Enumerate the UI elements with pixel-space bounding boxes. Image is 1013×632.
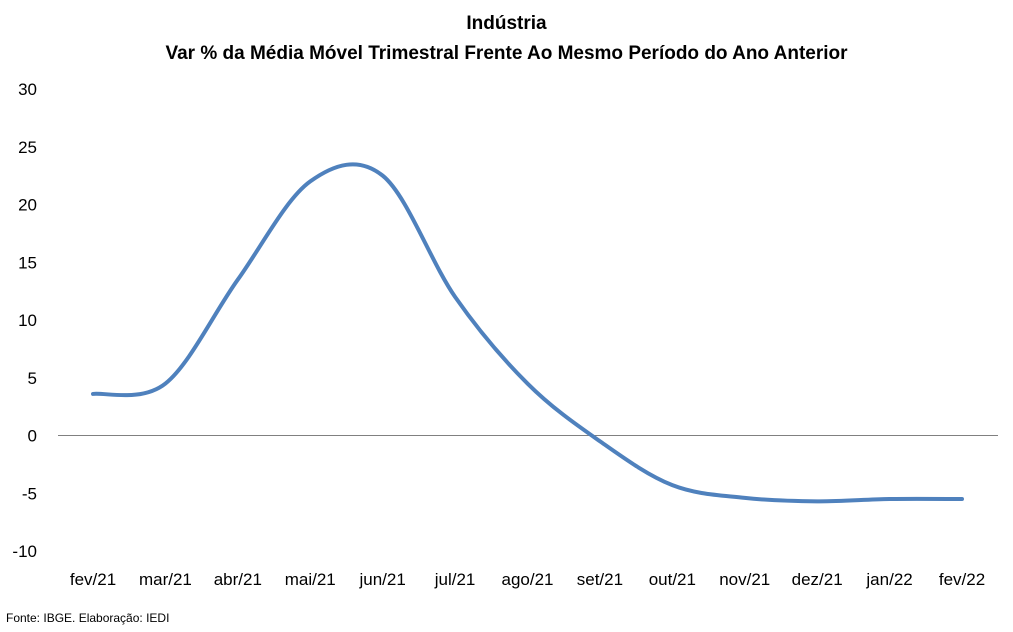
x-tick-label: mar/21 [139, 570, 192, 589]
x-tick-label: mai/21 [285, 570, 336, 589]
y-tick-label: -5 [22, 484, 37, 503]
y-tick-label: 0 [28, 427, 37, 446]
x-tick-label: jul/21 [434, 570, 476, 589]
y-tick-label: -10 [12, 542, 37, 561]
x-tick-label: dez/21 [792, 570, 843, 589]
x-tick-label: set/21 [577, 570, 623, 589]
y-tick-label: 25 [18, 138, 37, 157]
y-axis-ticks: 30 25 20 15 10 5 0 -5 -10 [12, 80, 37, 561]
chart-subtitle: Var % da Média Móvel Trimestral Frente A… [165, 43, 848, 64]
x-tick-label: abr/21 [214, 570, 262, 589]
y-tick-label: 15 [18, 253, 37, 272]
source-note: Fonte: IBGE. Elaboração: IEDI [6, 611, 170, 625]
x-tick-label: ago/21 [502, 570, 554, 589]
x-tick-label: out/21 [649, 570, 696, 589]
x-tick-label: fev/21 [70, 570, 116, 589]
chart-title: Indústria [466, 13, 547, 34]
x-tick-label: jan/22 [865, 570, 912, 589]
series-line-industria [91, 162, 964, 504]
x-tick-label: jun/21 [359, 570, 406, 589]
y-tick-label: 30 [18, 80, 37, 99]
y-tick-label: 5 [28, 369, 37, 388]
x-tick-label: nov/21 [719, 570, 770, 589]
x-tick-label: fev/22 [939, 570, 985, 589]
y-tick-label: 10 [18, 311, 37, 330]
x-axis-ticks: fev/21 mar/21 abr/21 mai/21 jun/21 jul/21 ago/… [70, 570, 985, 589]
y-tick-label: 20 [18, 196, 37, 215]
